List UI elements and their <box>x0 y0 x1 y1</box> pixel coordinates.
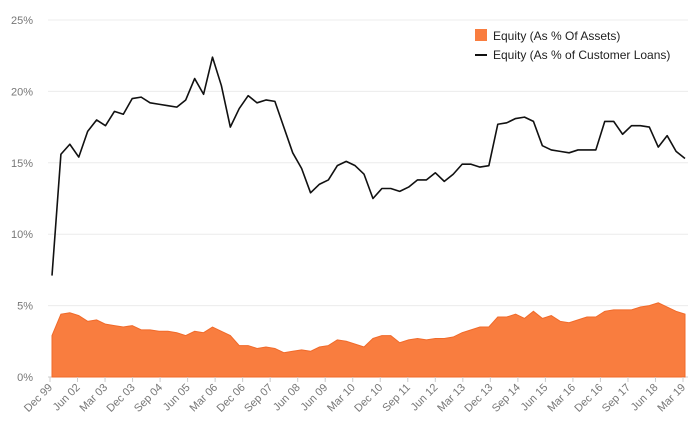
x-tick-label: Dec 03 <box>105 382 138 415</box>
y-tick-label: 10% <box>11 229 33 241</box>
x-tick-label: Mar 03 <box>77 382 110 415</box>
x-tick-label: Jun 02 <box>51 382 83 414</box>
x-tick-label: Jun 15 <box>519 382 551 414</box>
line-series-loans <box>51 56 686 276</box>
y-tick-label: 5% <box>17 301 33 313</box>
x-tick-label: Jun 08 <box>271 382 303 414</box>
x-tick-label: Mar 16 <box>545 382 578 415</box>
legend-swatch-assets <box>475 29 487 41</box>
x-tick-label: Sep 04 <box>132 382 165 415</box>
legend-label-loans: Equity (As % of Customer Loans) <box>493 48 670 62</box>
x-tick-label: Jun 09 <box>298 382 330 414</box>
x-tick-label: Sep 14 <box>490 382 523 415</box>
line-series <box>51 56 686 276</box>
x-tick-label: Dec 06 <box>215 382 248 415</box>
area-series <box>51 302 686 378</box>
x-tick-label: Sep 17 <box>600 382 633 415</box>
x-tick-label: Dec 13 <box>462 382 495 415</box>
x-tick-label: Mar 10 <box>325 382 358 415</box>
x-tick-label: Mar 06 <box>188 382 221 415</box>
x-tick-label: Dec 99 <box>22 382 55 415</box>
x-tick-label: Dec 10 <box>352 382 385 415</box>
x-tick-label: Sep 07 <box>242 382 275 415</box>
x-tick-label: Dec 16 <box>572 382 605 415</box>
x-tick-label: Mar 13 <box>435 382 468 415</box>
x-tick-label: Jun 18 <box>629 382 661 414</box>
y-tick-label: 0% <box>17 372 33 384</box>
area-series-assets <box>51 302 686 378</box>
x-tick-label: Mar 19 <box>655 382 688 415</box>
x-tick-label: Jun 12 <box>409 382 441 414</box>
legend-label-assets: Equity (As % Of Assets) <box>493 29 620 43</box>
legend: Equity (As % Of Assets) Equity (As % of … <box>475 29 670 62</box>
y-tick-label: 15% <box>11 158 33 170</box>
y-tick-label: 25% <box>11 15 33 27</box>
x-tick-label: Sep 11 <box>380 382 413 415</box>
x-tick-label: Jun 05 <box>161 382 193 414</box>
y-tick-label: 20% <box>11 86 33 98</box>
